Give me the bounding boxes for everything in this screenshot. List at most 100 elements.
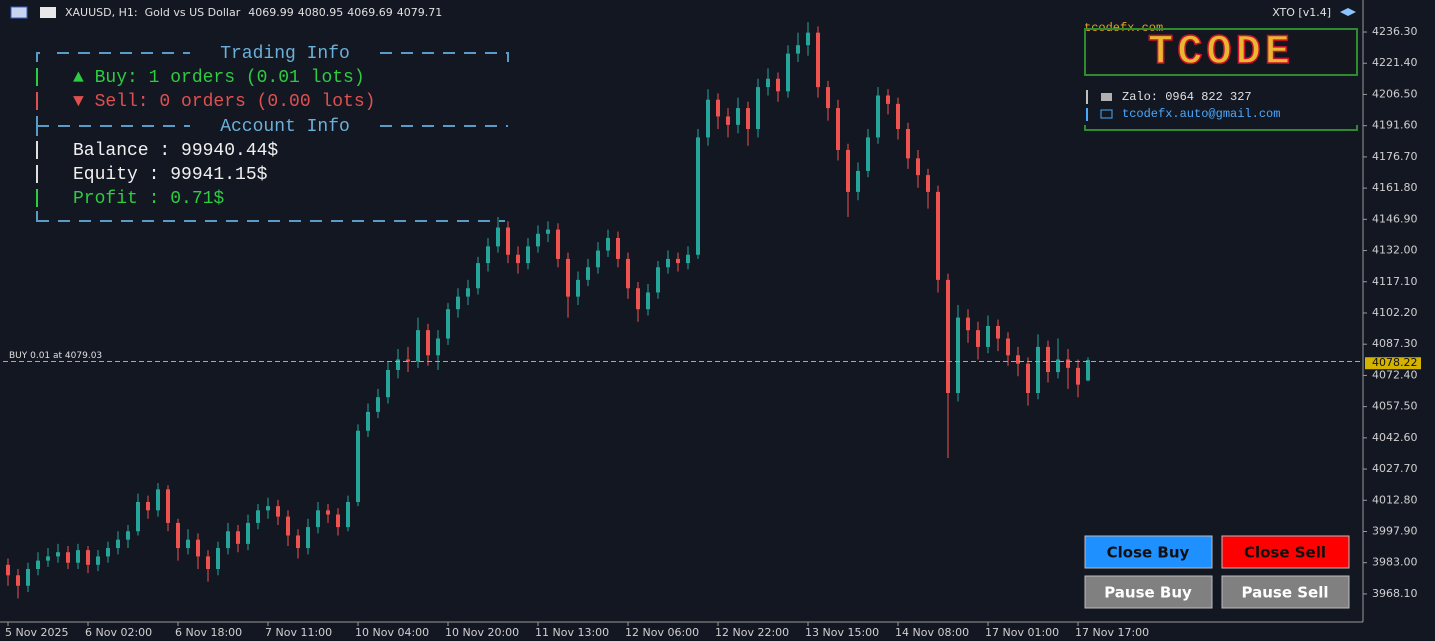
trading-panel: Trading Info ▲ Buy: 1 orders (0.01 lots)… — [36, 44, 509, 222]
candle-body — [346, 501, 350, 528]
candle-body — [396, 359, 400, 370]
candle-body — [486, 246, 490, 264]
brand-border — [1084, 125, 1358, 131]
candle-body — [666, 258, 670, 268]
candle-body — [436, 338, 440, 356]
y-tick-label: 4161.80 — [1372, 181, 1418, 194]
candle-body — [36, 560, 40, 569]
candle-body — [1046, 346, 1050, 373]
brand-panel: tcodefx.com TCODE Zalo: 0964 822 327 tco… — [1084, 21, 1358, 131]
candle-body — [676, 258, 680, 264]
candle-body — [1056, 359, 1060, 373]
candle-body — [976, 330, 980, 347]
candle-body — [646, 292, 650, 310]
candle-body — [866, 137, 870, 171]
candle-body — [1086, 360, 1090, 381]
y-tick-label: 4221.40 — [1372, 56, 1418, 69]
candle-body — [86, 550, 90, 565]
y-tick-label: 4146.90 — [1372, 212, 1418, 225]
pause-sell-label[interactable]: Pause Sell — [1242, 584, 1329, 602]
close-sell-label[interactable]: Close Sell — [1244, 544, 1326, 562]
pause-buy-button[interactable] — [1084, 575, 1213, 609]
candle-body — [26, 568, 30, 586]
candle-body — [856, 170, 860, 192]
candle-body — [46, 556, 50, 561]
candle-body — [746, 108, 750, 130]
candle-body — [966, 317, 970, 331]
candle-body — [616, 237, 620, 259]
candle-body — [986, 325, 990, 347]
y-tick-label: 4191.60 — [1372, 119, 1418, 132]
candle-body — [1036, 346, 1040, 394]
x-tick-label: 10 Nov 04:00 — [355, 626, 429, 639]
ohlc-low: 4069.69 — [347, 6, 393, 19]
candle-body — [806, 32, 810, 46]
candle-body — [826, 87, 830, 109]
candle-body — [166, 489, 170, 523]
x-tick-label: 14 Nov 08:00 — [895, 626, 969, 639]
candle-body — [766, 78, 770, 88]
buy-info: ▲ Buy: 1 orders (0.01 lots) — [73, 68, 365, 88]
candle-body — [686, 254, 690, 264]
candle-body — [476, 263, 480, 289]
x-tick-label: 12 Nov 06:00 — [625, 626, 699, 639]
candle-body — [736, 108, 740, 125]
candle-body — [146, 501, 150, 511]
candle-body — [226, 531, 230, 549]
candle-body — [556, 229, 560, 259]
candle-body — [996, 325, 1000, 339]
sell-info: ▼ Sell: 0 orders (0.00 lots) — [73, 92, 375, 112]
candle-body — [286, 516, 290, 536]
close-buy-button[interactable] — [1084, 535, 1213, 569]
y-tick-label: 4102.20 — [1372, 306, 1418, 319]
candle-body — [66, 552, 70, 563]
candle-body — [196, 539, 200, 557]
candle-body — [256, 510, 260, 523]
x-tick-label: 5 Nov 2025 — [5, 626, 68, 639]
balance: Balance : 99940.44$ — [73, 141, 278, 161]
candle-body — [176, 522, 180, 549]
candle-body — [446, 309, 450, 339]
candle-body — [216, 548, 220, 569]
candle-body — [416, 330, 420, 362]
x-tick-label: 6 Nov 02:00 — [85, 626, 152, 639]
y-tick-label: 3997.90 — [1372, 524, 1418, 537]
y-tick-label: 3968.10 — [1372, 587, 1418, 600]
close-sell-button[interactable] — [1221, 535, 1350, 569]
y-tick-label: 3983.00 — [1372, 556, 1418, 569]
candle-body — [56, 552, 60, 557]
x-tick-label: 13 Nov 15:00 — [805, 626, 879, 639]
candle-body — [596, 250, 600, 268]
candle-body — [456, 296, 460, 310]
candle-body — [106, 548, 110, 557]
y-tick-label: 4236.30 — [1372, 25, 1418, 38]
y-tick-label: 4117.10 — [1372, 275, 1418, 288]
equity: Equity : 99941.15$ — [73, 165, 268, 185]
candle-body — [936, 191, 940, 280]
candle-body — [406, 359, 410, 362]
candle-body — [96, 556, 100, 565]
icon — [10, 6, 28, 19]
candle-body — [246, 522, 250, 544]
candle-body — [756, 87, 760, 130]
x-tick-label: 10 Nov 20:00 — [445, 626, 519, 639]
candle-body — [236, 531, 240, 544]
profit: Profit : 0.71$ — [73, 189, 224, 209]
candle-body — [496, 227, 500, 247]
candle-body — [776, 78, 780, 92]
brand-name: TCODE — [1148, 28, 1294, 76]
close-buy-label[interactable]: Close Buy — [1107, 544, 1190, 562]
y-tick-label: 4206.50 — [1372, 87, 1418, 100]
candle-body — [156, 489, 160, 511]
pause-sell-button[interactable] — [1221, 575, 1350, 609]
candle-body — [876, 95, 880, 138]
pause-buy-label[interactable]: Pause Buy — [1104, 584, 1192, 602]
candle-body — [6, 564, 10, 576]
x-tick-label: 17 Nov 17:00 — [1075, 626, 1149, 639]
candle-body — [946, 279, 950, 394]
candle-body — [836, 108, 840, 150]
y-tick-label: 4027.70 — [1372, 462, 1418, 475]
candle-body — [846, 149, 850, 192]
candle-body — [16, 575, 20, 586]
